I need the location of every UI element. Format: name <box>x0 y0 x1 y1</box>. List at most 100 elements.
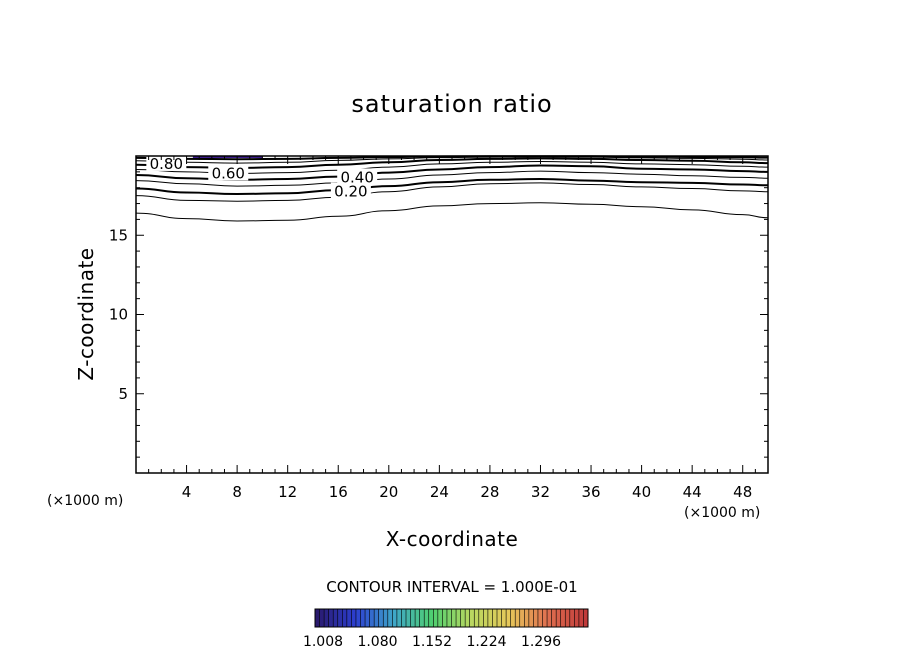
contour-label: 0.20 <box>334 183 367 201</box>
colorbar-cell <box>542 609 548 627</box>
x-unit-left: (×1000 m) <box>47 493 123 509</box>
colorbar-cell <box>483 609 489 627</box>
colorbar-cell <box>533 609 539 627</box>
x-tick-label: 12 <box>278 483 297 501</box>
x-tick-label: 4 <box>182 483 192 501</box>
colorbar-cell <box>565 609 571 627</box>
x-unit-right: (×1000 m) <box>684 505 760 521</box>
x-tick-label: 48 <box>733 483 752 501</box>
colorbar-cell <box>465 609 470 627</box>
contour-label-bg <box>337 168 378 185</box>
colorbar-tick-label: 1.152 <box>412 634 452 650</box>
plot-frame <box>135 155 769 474</box>
colorbar-tick-label: 1.080 <box>357 634 397 650</box>
colorbar-cell <box>456 609 461 627</box>
colorbar-cell <box>556 609 561 627</box>
x-axis-label: X-coordinate <box>386 527 519 551</box>
colorbar-cell <box>410 609 416 627</box>
colorbar-cell <box>396 609 402 627</box>
colorbar-cell <box>547 609 552 627</box>
colorbar-cell <box>569 609 575 627</box>
x-axis-ticks: 4 8 12 16 20 24 28 32 36 40 44 48 <box>148 156 756 501</box>
x-tick-label: 44 <box>683 483 702 501</box>
x-tick-label: 32 <box>531 483 550 501</box>
colorbar-cell <box>528 609 534 627</box>
colorbar-tick-labels: 1.008 1.080 1.152 1.224 1.296 <box>303 634 561 650</box>
x-tick-label: 8 <box>232 483 242 501</box>
contour-line-0_2 <box>135 177 769 196</box>
x-tick-label: 40 <box>632 483 651 501</box>
colorbar-cell <box>387 609 393 627</box>
colorbar-cell <box>324 609 329 627</box>
colorbar-cell <box>583 609 589 627</box>
colorbar-cell <box>346 609 352 627</box>
y-tick-label: 5 <box>118 385 128 403</box>
x-tick-label: 20 <box>379 483 398 501</box>
colorbar-cell <box>333 609 339 627</box>
colorbar-cell <box>537 609 543 627</box>
contour-line-0 <box>135 202 769 222</box>
colorbar-cell <box>319 609 325 627</box>
colorbar-cell <box>451 609 457 627</box>
x-tick-label: 28 <box>480 483 499 501</box>
colorbar-cell <box>519 609 525 627</box>
colorbar-cell <box>487 609 493 627</box>
colorbar-cell <box>424 609 430 627</box>
contour-label: 0.80 <box>150 155 183 173</box>
colorbar-cell <box>351 609 357 627</box>
colorbar-frame <box>314 608 589 628</box>
colorbar-cell <box>442 609 448 627</box>
colorbar-cell <box>551 609 557 627</box>
colorbar-cell <box>406 609 411 627</box>
plot-area: 0.200.400.600.80 4 8 12 16 20 24 28 32 36 40 44 48 … <box>109 154 769 501</box>
colorbar-tick-label: 1.224 <box>466 634 506 650</box>
colorbar-cell <box>378 609 384 627</box>
contour-line-0_1 <box>135 182 769 202</box>
colorbar-cell <box>574 609 580 627</box>
colorbar-cell <box>560 609 566 627</box>
x-tick-label: 36 <box>581 483 600 501</box>
colorbar-cell <box>355 609 361 627</box>
colorbar-cell <box>392 609 398 627</box>
colorbar-cell <box>428 609 434 627</box>
contour-label-bg <box>208 164 249 181</box>
colorbar-cell <box>506 609 511 627</box>
colorbar-cell <box>433 609 439 627</box>
contour-labels: 0.200.40 0.60 0.80 <box>146 154 378 201</box>
contour-interval-note: CONTOUR INTERVAL = 1.000E-01 <box>326 578 577 596</box>
colorbar-cell <box>383 609 389 627</box>
colorbar <box>314 608 589 628</box>
colorbar-cell <box>360 609 366 627</box>
colorbar-cell <box>365 609 370 627</box>
y-axis-ticks: 5 10 15 <box>109 171 768 458</box>
colorbar-cell <box>478 609 484 627</box>
colorbar-cell <box>515 609 521 627</box>
colorbar-cell <box>415 609 420 627</box>
y-tick-label: 10 <box>109 306 128 324</box>
colorbar-cell <box>342 609 348 627</box>
colorbar-cell <box>510 609 516 627</box>
chart-title: saturation ratio <box>351 90 552 118</box>
colorbar-cell <box>497 609 502 627</box>
y-axis-label: Z-coordinate <box>74 247 98 380</box>
contour-label: 0.40 <box>340 168 373 186</box>
colorbar-cell <box>492 609 498 627</box>
colorbar-cell <box>374 609 379 627</box>
colorbar-cell <box>419 609 425 627</box>
contour-line-0_3 <box>135 170 769 187</box>
colorbar-tick-label: 1.008 <box>303 634 343 650</box>
colorbar-cell <box>315 609 320 627</box>
colorbar-cell <box>337 609 343 627</box>
y-tick-label: 15 <box>109 226 128 244</box>
contour-label-bg <box>146 154 187 171</box>
colorbar-cell <box>524 609 530 627</box>
colorbar-cell <box>401 609 407 627</box>
contour-label: 0.60 <box>212 164 245 182</box>
colorbar-cell <box>501 609 507 627</box>
colorbar-cell <box>469 609 475 627</box>
colorbar-cell <box>460 609 466 627</box>
colorbar-cell <box>369 609 375 627</box>
colorbar-cell <box>474 609 480 627</box>
colorbar-cell <box>578 609 584 627</box>
